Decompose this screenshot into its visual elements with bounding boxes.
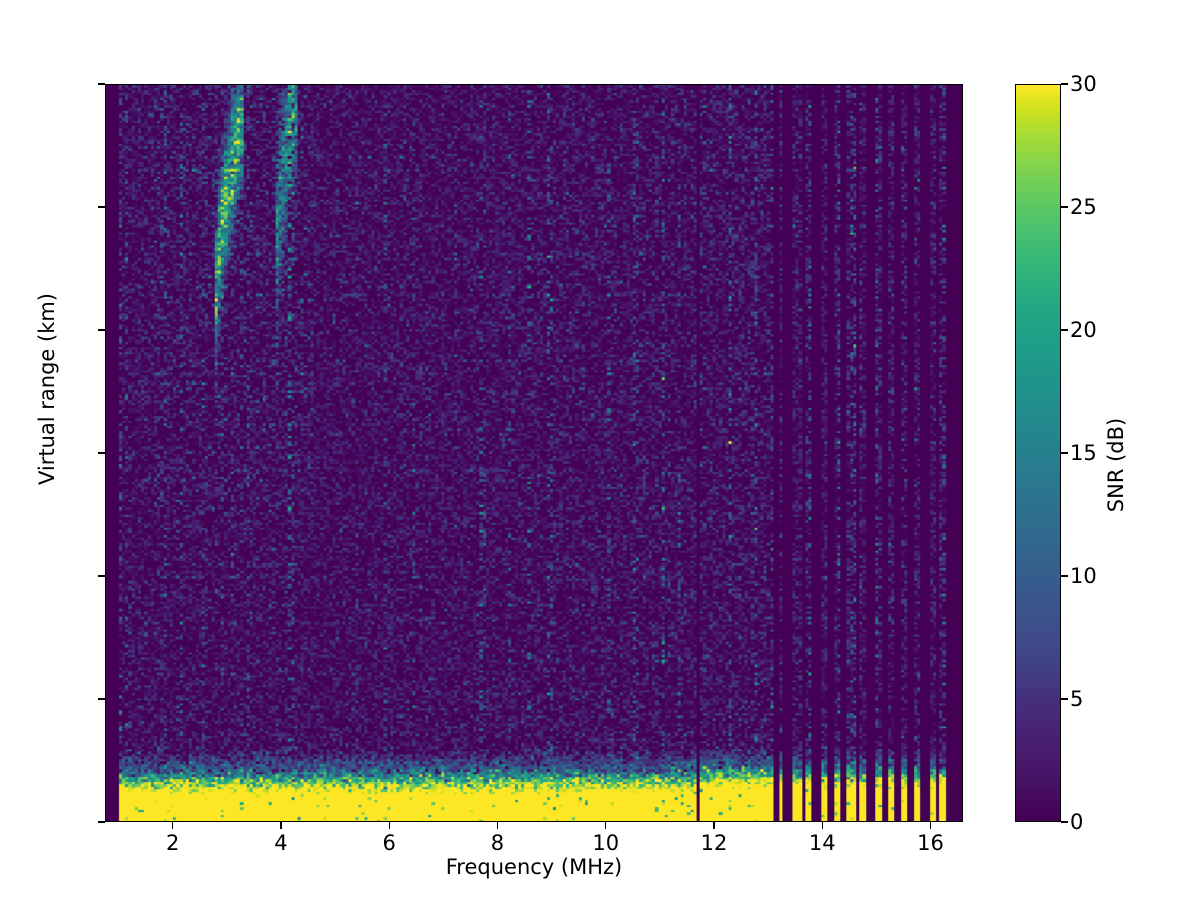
heatmap-plot-area <box>105 84 963 822</box>
colorbar-tick-label: 15 <box>1070 441 1097 465</box>
x-tick-mark <box>172 822 174 829</box>
colorbar-tick-mark <box>1061 452 1068 454</box>
x-tick-mark <box>929 822 932 829</box>
y-tick-mark <box>98 452 105 454</box>
x-tick-mark <box>713 822 715 829</box>
colorbar-tick-mark <box>1061 329 1068 331</box>
colorbar-tick-mark <box>1061 698 1068 700</box>
colorbar-label: SNR (dB) <box>1104 417 1128 513</box>
x-tick-mark <box>821 822 823 829</box>
colorbar-tick-label: 0 <box>1070 810 1084 834</box>
colorbar-tick-mark <box>1061 821 1068 823</box>
colorbar-tick-label: 25 <box>1070 195 1097 219</box>
ionogram-heatmap <box>106 85 962 821</box>
x-tick-mark <box>388 822 390 829</box>
x-tick-mark <box>605 822 607 829</box>
colorbar-tick-mark <box>1061 206 1068 208</box>
y-tick-mark <box>98 83 105 85</box>
colorbar-tick-label: 30 <box>1070 72 1097 96</box>
y-axis-label: Virtual range (km) <box>35 292 59 486</box>
colorbar-tick-mark <box>1061 83 1068 85</box>
x-tick-label: 14 <box>808 831 836 855</box>
colorbar-gradient <box>1015 84 1061 822</box>
colorbar-tick-label: 10 <box>1070 564 1097 588</box>
x-tick-label: 6 <box>382 831 396 855</box>
x-tick-label: 10 <box>592 831 620 855</box>
x-tick-mark <box>280 822 282 829</box>
y-tick-mark <box>98 575 105 577</box>
x-tick-mark <box>496 822 499 829</box>
y-tick-mark <box>98 821 105 823</box>
colorbar-tick-label: 20 <box>1070 318 1097 342</box>
colorbar-tick-mark <box>1061 575 1068 577</box>
colorbar-tick-label: 5 <box>1070 687 1084 711</box>
x-axis-label: Frequency (MHz) <box>445 855 623 879</box>
x-tick-label: 4 <box>274 831 288 855</box>
x-tick-label: 2 <box>165 831 180 855</box>
y-tick-mark <box>98 206 105 208</box>
x-tick-label: 12 <box>700 831 728 855</box>
y-tick-mark <box>98 329 105 331</box>
y-tick-mark <box>98 698 105 700</box>
x-tick-label: 16 <box>917 831 944 855</box>
x-tick-label: 8 <box>490 831 505 855</box>
